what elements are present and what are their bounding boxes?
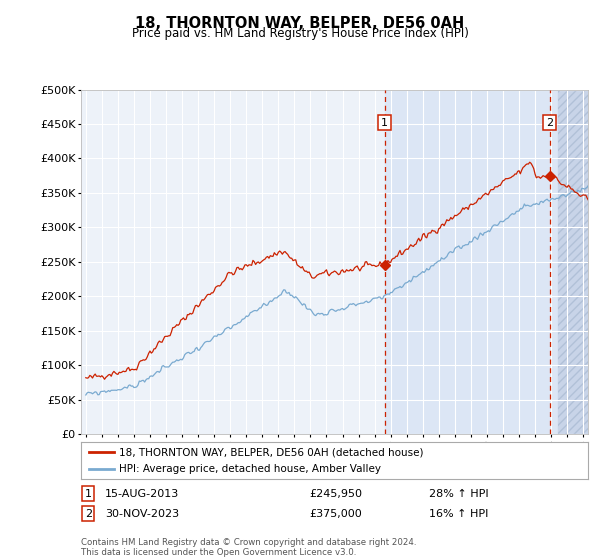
- Bar: [558, 90, 596, 434]
- Text: 18, THORNTON WAY, BELPER, DE56 0AH (detached house): 18, THORNTON WAY, BELPER, DE56 0AH (deta…: [119, 447, 424, 457]
- Text: 1: 1: [381, 118, 388, 128]
- Text: £375,000: £375,000: [309, 508, 362, 519]
- Text: 30-NOV-2023: 30-NOV-2023: [105, 508, 179, 519]
- Text: 15-AUG-2013: 15-AUG-2013: [105, 489, 179, 499]
- Text: Contains HM Land Registry data © Crown copyright and database right 2024.
This d: Contains HM Land Registry data © Crown c…: [81, 538, 416, 557]
- Text: 18, THORNTON WAY, BELPER, DE56 0AH: 18, THORNTON WAY, BELPER, DE56 0AH: [136, 16, 464, 31]
- Bar: [558, 90, 596, 434]
- Text: 1: 1: [85, 489, 92, 499]
- Text: 2: 2: [546, 118, 553, 128]
- Text: 28% ↑ HPI: 28% ↑ HPI: [429, 489, 488, 499]
- Text: Price paid vs. HM Land Registry's House Price Index (HPI): Price paid vs. HM Land Registry's House …: [131, 27, 469, 40]
- Text: 16% ↑ HPI: 16% ↑ HPI: [429, 508, 488, 519]
- Text: HPI: Average price, detached house, Amber Valley: HPI: Average price, detached house, Ambe…: [119, 464, 381, 474]
- Bar: [385, 90, 558, 434]
- Text: £245,950: £245,950: [309, 489, 362, 499]
- Text: 2: 2: [85, 508, 92, 519]
